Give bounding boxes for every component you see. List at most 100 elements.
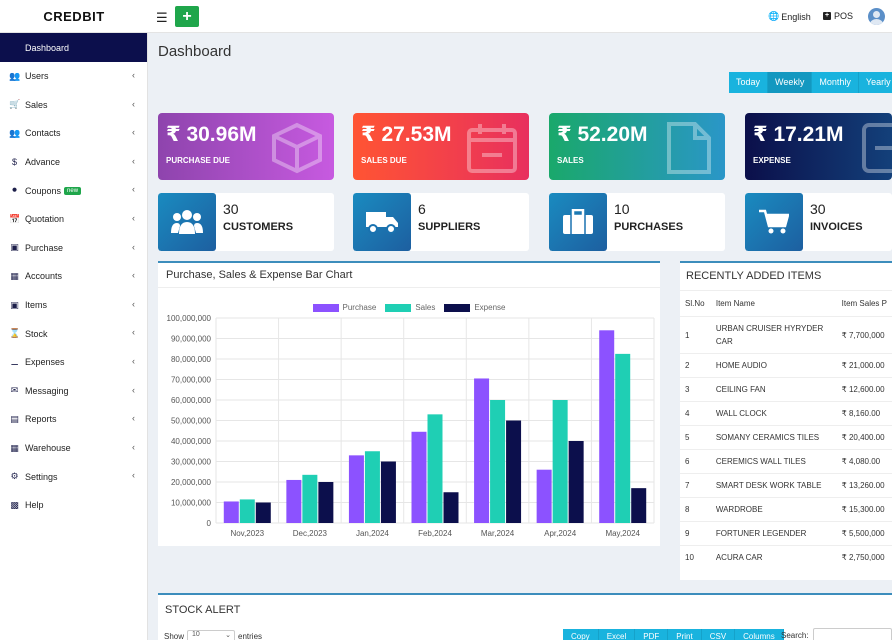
invoices-count-card[interactable]: 30 INVOICES [745,193,892,251]
purchase-due-card[interactable]: ₹ 30.96M PURCHASE DUE [158,113,334,180]
entries-select[interactable]: 10 ⌄ [187,630,236,640]
columns-button[interactable]: Columns [735,629,784,640]
hourglass-icon: ⌛ [9,328,21,339]
bar-purchase-3 [411,431,427,523]
x-tick-label: Feb,2024 [418,529,452,538]
chevron-left-icon: ‹ [132,70,135,80]
excel-button[interactable]: Excel [598,629,636,640]
table-row[interactable]: 6 CEREMICS WALL TILES ₹ 4,080.00 [680,449,892,474]
chevron-down-icon: ⌄ [225,632,232,639]
table-row[interactable]: 9 FORTUNER LEGENDER ₹ 5,500,000 [680,521,892,546]
dollar-icon: $ [11,157,17,168]
item-sales-price: ₹ 4,080.00 [836,449,892,474]
item-name: SOMANY CERAMICS TILES [710,425,837,450]
sidebar-item-reports[interactable]: ▤ Reports ‹ [0,405,147,434]
recent-items-table: Sl.No Item Name Item Sales P 1 URBAN CRUI… [680,291,892,570]
table-row[interactable]: 3 CEILING FAN ₹ 12,600.00 [680,377,892,402]
csv-button[interactable]: CSV [701,629,736,640]
sidebar-item-label: Help [25,500,44,511]
sidebar-item-purchase[interactable]: ▣ Purchase ‹ [0,234,147,263]
copy-button[interactable]: Copy [563,629,599,640]
sidebar-item-warehouse[interactable]: ▦ Warehouse ‹ [0,434,147,463]
customers-count-card[interactable]: 30 CUSTOMERS [158,193,334,251]
show-entries-control: Show 10 ⌄ entries [164,630,262,640]
expense-card[interactable]: ₹ 17.21M EXPENSE [745,113,892,180]
table-row[interactable]: 10 ACURA CAR ₹ 2,750,000 [680,545,892,570]
sidebar-item-expenses[interactable]: ⚊ Expenses ‹ [0,348,147,377]
user-avatar[interactable] [868,8,885,25]
bar-purchase-6 [599,330,615,523]
table-row[interactable]: 2 HOME AUDIO ₹ 21,000.00 [680,353,892,378]
legend-swatch [385,303,412,312]
purchases-count-card[interactable]: 10 PURCHASES [549,193,725,251]
sidebar-item-contacts[interactable]: 👥 Contacts ‹ [0,119,147,148]
range-today-button[interactable]: Today [729,72,769,93]
sidebar-item-label: Users [25,71,49,82]
minus-circle-icon: ⚊ [10,356,19,367]
range-yearly-button[interactable]: Yearly [858,72,892,93]
bar-sales-0 [239,499,255,523]
sidebar-item-stock[interactable]: ⌛ Stock ‹ [0,319,147,348]
print-button[interactable]: Print [668,629,702,640]
legend-item-purchase[interactable]: Purchase [312,303,376,312]
row-number: 7 [680,473,711,498]
language-selector[interactable]: 🌐 English [768,11,811,22]
sidebar-item-coupons[interactable]: ⚫ Coupons new ‹ [0,176,147,205]
sidebar-item-dashboard[interactable]: Dashboard [0,33,147,62]
cogs-icon: ⚙ [10,471,19,482]
card-label: SALES [557,156,584,165]
table-row[interactable]: 7 SMART DESK WORK TABLE ₹ 13,260.00 [680,473,892,498]
bar-expense-2 [380,461,396,523]
add-new-button[interactable]: + [175,6,199,27]
y-tick-label: 90,000,000 [171,335,212,344]
row-number: 8 [680,497,711,522]
sales-due-card[interactable]: ₹ 27.53M SALES DUE [353,113,529,180]
sidebar-item-items[interactable]: ▣ Items ‹ [0,291,147,320]
column-header[interactable]: Item Name [710,291,837,317]
chevron-left-icon: ‹ [132,413,135,424]
x-tick-label: Apr,2024 [544,529,577,538]
table-row[interactable]: 5 SOMANY CERAMICS TILES ₹ 20,400.00 [680,425,892,450]
table-row[interactable]: 1 URBAN CRUISER HYRYDER CAR ₹ 7,700,000 [680,316,892,354]
pdf-button[interactable]: PDF [635,629,669,640]
x-tick-label: Nov,2023 [230,529,264,538]
sidebar-item-help[interactable]: ▩ Help [0,491,147,520]
count-label: PURCHASES [614,221,684,233]
count-number: 30 [810,201,826,217]
table-row[interactable]: 8 WARDROBE ₹ 15,300.00 [680,497,892,522]
item-name: ACURA CAR [710,545,837,570]
bar-chart: 100,000,000 90,000,000 80,000,000 70,000,00… [167,314,655,538]
app-logo[interactable]: CREDBIT [43,9,105,24]
book-icon: ▩ [10,499,19,510]
table-row[interactable]: 4 WALL CLOCK ₹ 8,160.00 [680,401,892,426]
legend-item-expense[interactable]: Expense [444,303,505,312]
column-header[interactable]: Sl.No [680,291,711,317]
page-title: Dashboard [158,43,232,60]
chevron-left-icon: ‹ [132,327,135,338]
suppliers-count-card[interactable]: 6 SUPPLIERS [353,193,529,251]
chevron-left-icon: ‹ [132,127,135,138]
sidebar-item-users[interactable]: 👥 Users ‹ [0,62,147,91]
x-tick-label: Jan,2024 [356,529,389,538]
range-weekly-button[interactable]: Weekly [768,72,813,93]
range-monthly-button[interactable]: Monthly [812,72,859,93]
sales-card[interactable]: ₹ 52.20M SALES [549,113,725,180]
sidebar-item-label: Contacts [25,128,61,139]
column-header[interactable]: Item Sales P [836,291,892,317]
item-sales-price: ₹ 15,300.00 [836,497,892,522]
legend-item-sales[interactable]: Sales [385,303,435,312]
row-number: 9 [680,521,711,546]
search-input[interactable] [813,628,892,640]
sidebar-item-settings[interactable]: ⚙ Settings ‹ [0,462,147,491]
item-name: WARDROBE [710,497,837,522]
sidebar-item-messaging[interactable]: ✉ Messaging ‹ [0,377,147,406]
pos-button[interactable]: + POS [823,11,853,21]
sidebar-item-quotation[interactable]: 📅 Quotation ‹ [0,205,147,234]
menu-toggle-icon[interactable]: ☰ [156,10,168,25]
sidebar-item-advance[interactable]: $ Advance ‹ [0,148,147,177]
sidebar-item-sales[interactable]: 🛒 Sales ‹ [0,91,147,120]
bar-sales-2 [364,451,380,523]
sidebar-item-label: Warehouse [25,443,71,454]
sidebar-item-label: Purchase [25,242,64,253]
sidebar-item-accounts[interactable]: ▦ Accounts ‹ [0,262,147,291]
